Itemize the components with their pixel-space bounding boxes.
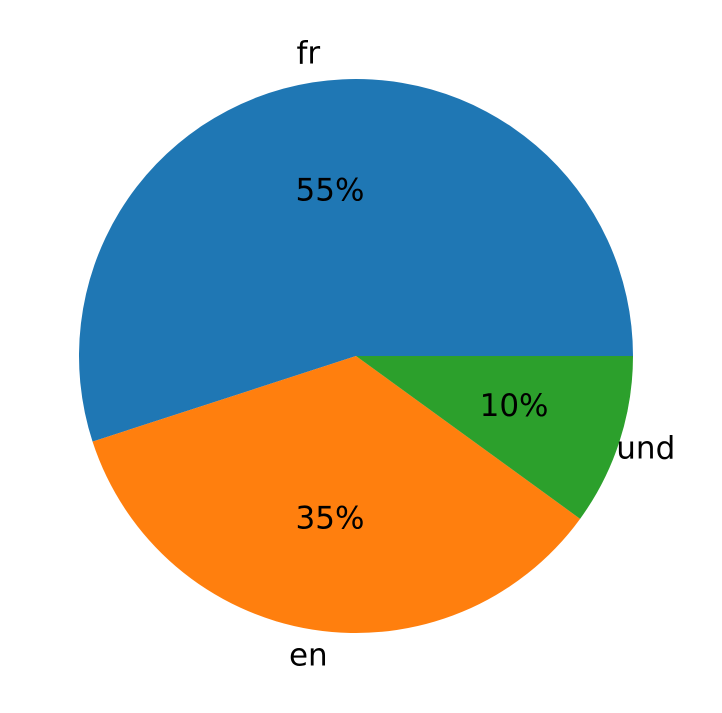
category-label: fr: [296, 36, 320, 72]
pie-wedge: [78, 78, 634, 442]
pie-wedge: [356, 356, 633, 519]
category-label: en: [289, 637, 328, 673]
category-label: und: [616, 431, 675, 467]
pie-wedge: [92, 356, 581, 633]
value-label: 55%: [296, 172, 365, 208]
value-label: 35%: [296, 501, 365, 537]
value-label: 10%: [480, 388, 549, 424]
